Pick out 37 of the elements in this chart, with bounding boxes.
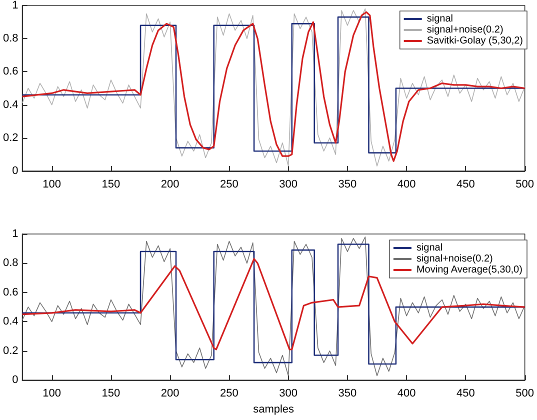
x-tick-label: 450 bbox=[456, 178, 475, 190]
y-tick-label: 0.6 bbox=[2, 286, 18, 298]
legend-label: signal bbox=[416, 242, 443, 254]
x-tick-label: 500 bbox=[516, 178, 534, 190]
y-tick-label: 0.2 bbox=[2, 344, 18, 357]
y-tick-label: 0.6 bbox=[2, 66, 18, 78]
x-tick-label: 450 bbox=[456, 388, 475, 400]
x-tick-label: 250 bbox=[220, 178, 238, 190]
y-tick-label: 0.4 bbox=[2, 316, 18, 328]
y-tick-label: 0.2 bbox=[2, 132, 18, 144]
legend-label: Moving Average(5,30,0) bbox=[416, 264, 522, 276]
x-axis-title: samples bbox=[253, 404, 295, 416]
x-tick-label: 200 bbox=[160, 388, 180, 400]
y-tick-label: 0.4 bbox=[2, 98, 18, 111]
x-tick-label: 100 bbox=[42, 388, 62, 400]
y-tick-label: 0 bbox=[12, 374, 18, 386]
x-tick-label: 200 bbox=[160, 178, 180, 190]
x-tick-label: 300 bbox=[279, 388, 298, 400]
y-tick-label: 1 bbox=[12, 228, 18, 240]
legend-label: signal+noise(0.2) bbox=[416, 254, 493, 264]
x-tick-label: 150 bbox=[102, 178, 120, 190]
x-tick-label: 150 bbox=[102, 388, 120, 400]
x-tick-label: 100 bbox=[42, 178, 62, 190]
x-tick-label: 400 bbox=[397, 178, 416, 190]
legend-label: Savitki-Golay (5,30,2) bbox=[426, 36, 524, 46]
x-tick-label: 350 bbox=[338, 178, 357, 190]
y-tick-label: 0.8 bbox=[2, 257, 18, 270]
x-tick-label: 250 bbox=[220, 388, 238, 400]
y-tick-label: 0 bbox=[12, 165, 18, 177]
x-tick-label: 350 bbox=[338, 388, 357, 400]
legend-label: signal bbox=[426, 14, 453, 24]
x-tick-label: 500 bbox=[516, 388, 534, 400]
x-tick-label: 400 bbox=[397, 388, 416, 400]
x-tick-label: 300 bbox=[279, 178, 298, 190]
legend-label: signal+noise(0.2) bbox=[426, 24, 504, 36]
y-tick-label: 0.8 bbox=[2, 32, 18, 45]
y-tick-label: 1 bbox=[12, 0, 18, 12]
